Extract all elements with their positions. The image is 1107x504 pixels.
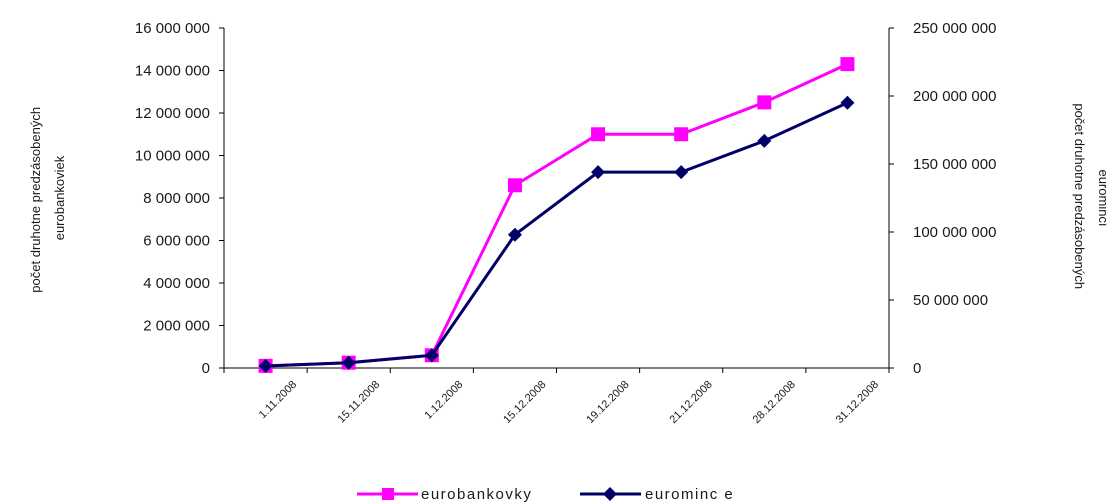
x-tick-label: 1.12.2008 bbox=[422, 379, 465, 422]
right-axis-label-line-2: euromincí bbox=[1096, 169, 1107, 226]
right-tick-label: 200 000 000 bbox=[913, 88, 996, 105]
right-tick-label: 150 000 000 bbox=[913, 156, 996, 173]
left-tick-label: 12 000 000 bbox=[135, 105, 210, 122]
right-tick-label: 100 000 000 bbox=[913, 224, 996, 241]
data-point-eurominc-e bbox=[674, 165, 689, 180]
x-tick-label: 28.12.2008 bbox=[751, 379, 798, 426]
x-tick-label: 15.12.2008 bbox=[501, 379, 548, 426]
left-axis-label: počet druhotne predzásobených eurobankov… bbox=[28, 103, 67, 292]
x-ticks: 1.11.2008 15.11.2008 1.12.2008 15.12.2008 19… bbox=[223, 368, 890, 426]
x-tick-label: 15.11.2008 bbox=[336, 379, 383, 426]
data-point-eurominc-e bbox=[591, 165, 606, 180]
data-point-eurominc-e bbox=[341, 355, 356, 370]
series-line-eurominc-e bbox=[265, 101, 849, 368]
x-tick-label: 21.12.2008 bbox=[667, 379, 714, 426]
left-tick-label: 14 000 000 bbox=[135, 63, 210, 80]
legend-marker-eurobankovky bbox=[382, 488, 394, 500]
left-tick-label: 10 000 000 bbox=[135, 148, 210, 165]
series-layer bbox=[258, 57, 855, 373]
legend-item-eurominc-e: eurominc e bbox=[580, 486, 734, 503]
right-axis-label-line-1: počet druhotne predzásobených bbox=[1072, 103, 1087, 289]
data-point-eurominc-e bbox=[507, 227, 522, 242]
right-axis-label: počet druhotne predzásobených euromincí bbox=[1072, 103, 1107, 292]
left-tick-label: 6 000 000 bbox=[143, 233, 210, 250]
data-point-eurominc-e bbox=[757, 133, 772, 148]
data-point-eurominc-e bbox=[258, 358, 273, 373]
data-point-eurobankovky bbox=[840, 57, 855, 72]
data-point-eurobankovky bbox=[757, 95, 772, 110]
left-tick-label: 0 bbox=[202, 360, 210, 377]
left-axis-label-line-2: eurobankoviek bbox=[52, 155, 67, 240]
data-point-eurominc-e bbox=[424, 348, 439, 363]
right-tick-label: 250 000 000 bbox=[913, 20, 996, 37]
data-point-eurobankovky bbox=[507, 178, 522, 193]
legend-label-eurobankovky: eurobankovky bbox=[421, 486, 532, 503]
data-point-eurobankovky bbox=[591, 127, 606, 142]
right-tick-label: 50 000 000 bbox=[913, 292, 988, 309]
x-tick-label: 1.11.2008 bbox=[257, 379, 300, 422]
legend-item-eurobankovky: eurobankovky bbox=[357, 486, 532, 503]
x-tick-label: 31.12.2008 bbox=[834, 379, 881, 426]
series-line-eurobankovky bbox=[265, 62, 849, 368]
left-tick-label: 8 000 000 bbox=[143, 190, 210, 207]
right-tick-label: 0 bbox=[913, 360, 921, 377]
left-tick-label: 4 000 000 bbox=[143, 275, 210, 292]
left-tick-label: 2 000 000 bbox=[143, 318, 210, 335]
right-y-ticks: 0 50 000 000 100 000 000 150 000 000 200 000… bbox=[889, 20, 996, 377]
legend-marker-eurominc-e bbox=[603, 487, 617, 501]
left-axis-label-line-1: počet druhotne predzásobených bbox=[28, 107, 43, 293]
left-y-ticks: 0 2 000 000 4 000 000 6 000 000 8 000 000 10 … bbox=[135, 20, 224, 377]
data-point-eurobankovky bbox=[674, 127, 689, 142]
left-tick-label: 16 000 000 bbox=[135, 20, 210, 37]
legend: eurobankovky eurominc e bbox=[357, 486, 734, 503]
x-tick-label: 19.12.2008 bbox=[584, 379, 631, 426]
legend-label-eurominc-e: eurominc e bbox=[645, 486, 734, 503]
data-point-eurominc-e bbox=[840, 95, 855, 110]
